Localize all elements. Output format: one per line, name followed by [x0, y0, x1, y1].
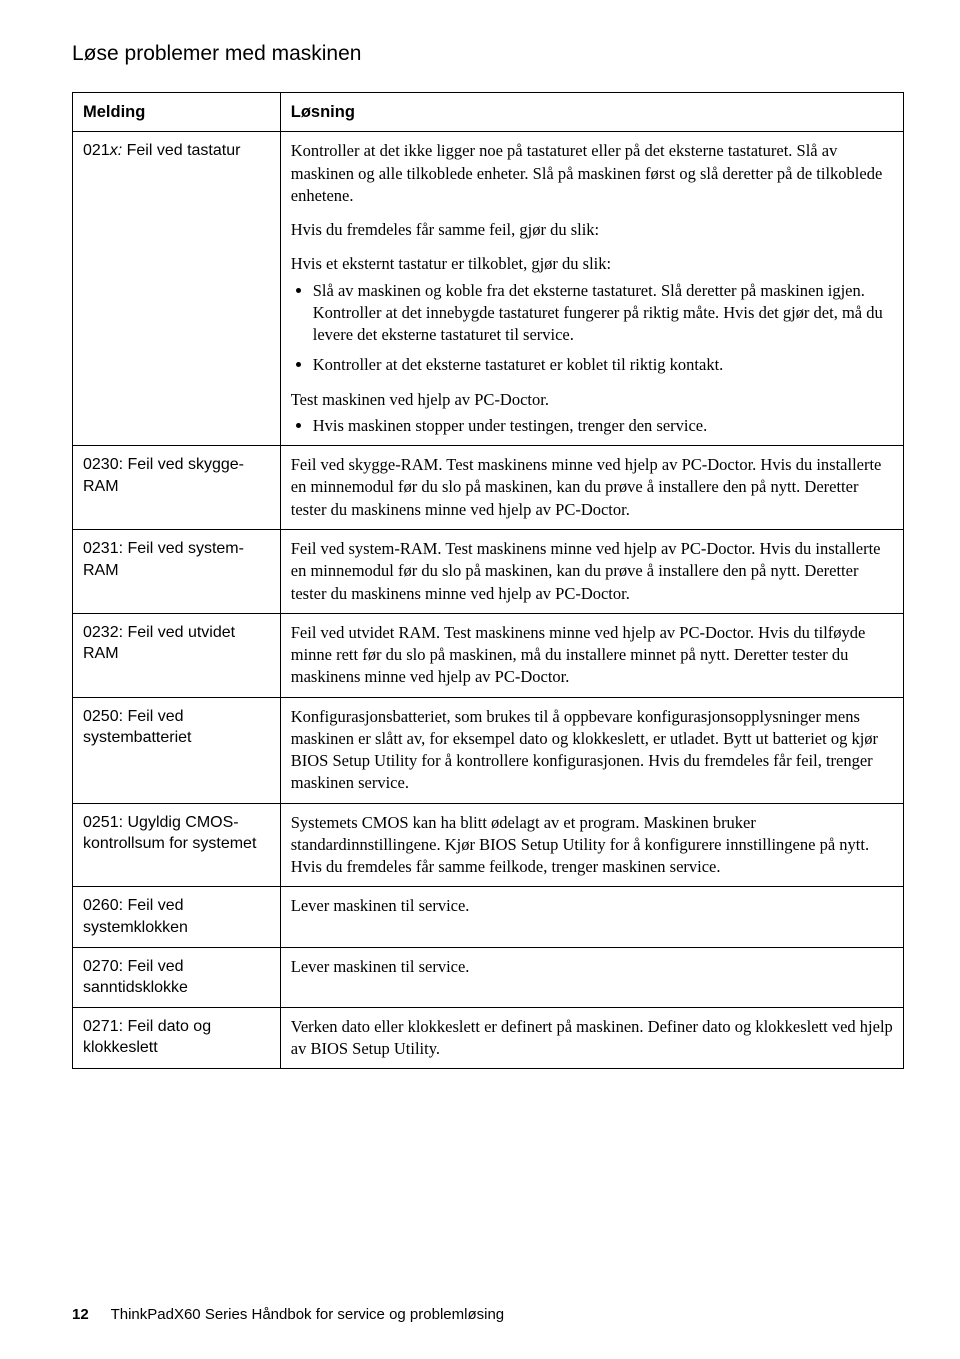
table-row: 0231: Feil ved system-RAM Feil ved syste…: [73, 529, 904, 613]
msg-cell: 0271: Feil dato og klokkeslett: [73, 1007, 281, 1069]
table-row: 0250: Feil ved systembatteriet Konfigura…: [73, 697, 904, 803]
sol-paragraph: Hvis du fremdeles får samme feil, gjør d…: [291, 219, 893, 241]
sol-bullet-list: Hvis maskinen stopper under testingen, t…: [291, 415, 893, 437]
msg-cell: 0270: Feil ved sanntidsklokke: [73, 947, 281, 1007]
section-title: Løse problemer med maskinen: [72, 42, 904, 66]
sol-bullet-list: Slå av maskinen og koble fra det ekstern…: [291, 280, 893, 377]
sol-cell: Kontroller at det ikke ligger noe på tas…: [280, 132, 903, 446]
msg-suffix: Feil ved tastatur: [122, 142, 240, 159]
sol-cell: Feil ved utvidet RAM. Test maskinens min…: [280, 613, 903, 697]
page-number: 12: [72, 1306, 89, 1323]
table-row: 0270: Feil ved sanntidsklokke Lever mask…: [73, 947, 904, 1007]
sol-cell: Konfigurasjonsbatteriet, som brukes til …: [280, 697, 903, 803]
sol-cell: Feil ved system-RAM. Test maskinens minn…: [280, 529, 903, 613]
sol-paragraph: Test maskinen ved hjelp av PC-Doctor.: [291, 389, 893, 411]
book-title: ThinkPadX60 Series Håndbok for service o…: [111, 1306, 505, 1323]
table-row: 0260: Feil ved systemklokken Lever maski…: [73, 887, 904, 947]
table-header-row: Melding Løsning: [73, 93, 904, 132]
sol-cell: Lever maskinen til service.: [280, 947, 903, 1007]
page-footer: 12 ThinkPadX60 Series Håndbok for servic…: [72, 1306, 504, 1323]
sol-bullet: Kontroller at det eksterne tastaturet er…: [313, 354, 893, 376]
msg-variable: x:: [110, 142, 122, 159]
msg-cell: 0232: Feil ved utvidet RAM: [73, 613, 281, 697]
sol-bullet: Hvis maskinen stopper under testingen, t…: [313, 415, 893, 437]
sol-cell: Lever maskinen til service.: [280, 887, 903, 947]
sol-cell: Verken dato eller klokkeslett er definer…: [280, 1007, 903, 1069]
table-row: 0232: Feil ved utvidet RAM Feil ved utvi…: [73, 613, 904, 697]
msg-prefix: 021: [83, 142, 110, 159]
table-row: 0251: Ugyldig CMOS-kontrollsum for syste…: [73, 803, 904, 887]
header-msg: Melding: [73, 93, 281, 132]
msg-cell: 0230: Feil ved skygge-RAM: [73, 446, 281, 530]
sol-paragraph: Hvis et eksternt tastatur er tilkoblet, …: [291, 253, 893, 275]
msg-cell: 0250: Feil ved systembatteriet: [73, 697, 281, 803]
header-sol: Løsning: [280, 93, 903, 132]
sol-cell: Feil ved skygge-RAM. Test maskinens minn…: [280, 446, 903, 530]
page: Løse problemer med maskinen Melding Løsn…: [0, 0, 960, 1359]
sol-bullet: Slå av maskinen og koble fra det ekstern…: [313, 280, 893, 347]
msg-cell: 0231: Feil ved system-RAM: [73, 529, 281, 613]
table-row: 021x: Feil ved tastatur Kontroller at de…: [73, 132, 904, 446]
msg-cell: 0251: Ugyldig CMOS-kontrollsum for syste…: [73, 803, 281, 887]
msg-cell: 0260: Feil ved systemklokken: [73, 887, 281, 947]
sol-paragraph: Kontroller at det ikke ligger noe på tas…: [291, 140, 893, 207]
troubleshooting-table: Melding Løsning 021x: Feil ved tastatur …: [72, 92, 904, 1069]
msg-cell: 021x: Feil ved tastatur: [73, 132, 281, 446]
sol-cell: Systemets CMOS kan ha blitt ødelagt av e…: [280, 803, 903, 887]
table-row: 0271: Feil dato og klokkeslett Verken da…: [73, 1007, 904, 1069]
table-row: 0230: Feil ved skygge-RAM Feil ved skygg…: [73, 446, 904, 530]
